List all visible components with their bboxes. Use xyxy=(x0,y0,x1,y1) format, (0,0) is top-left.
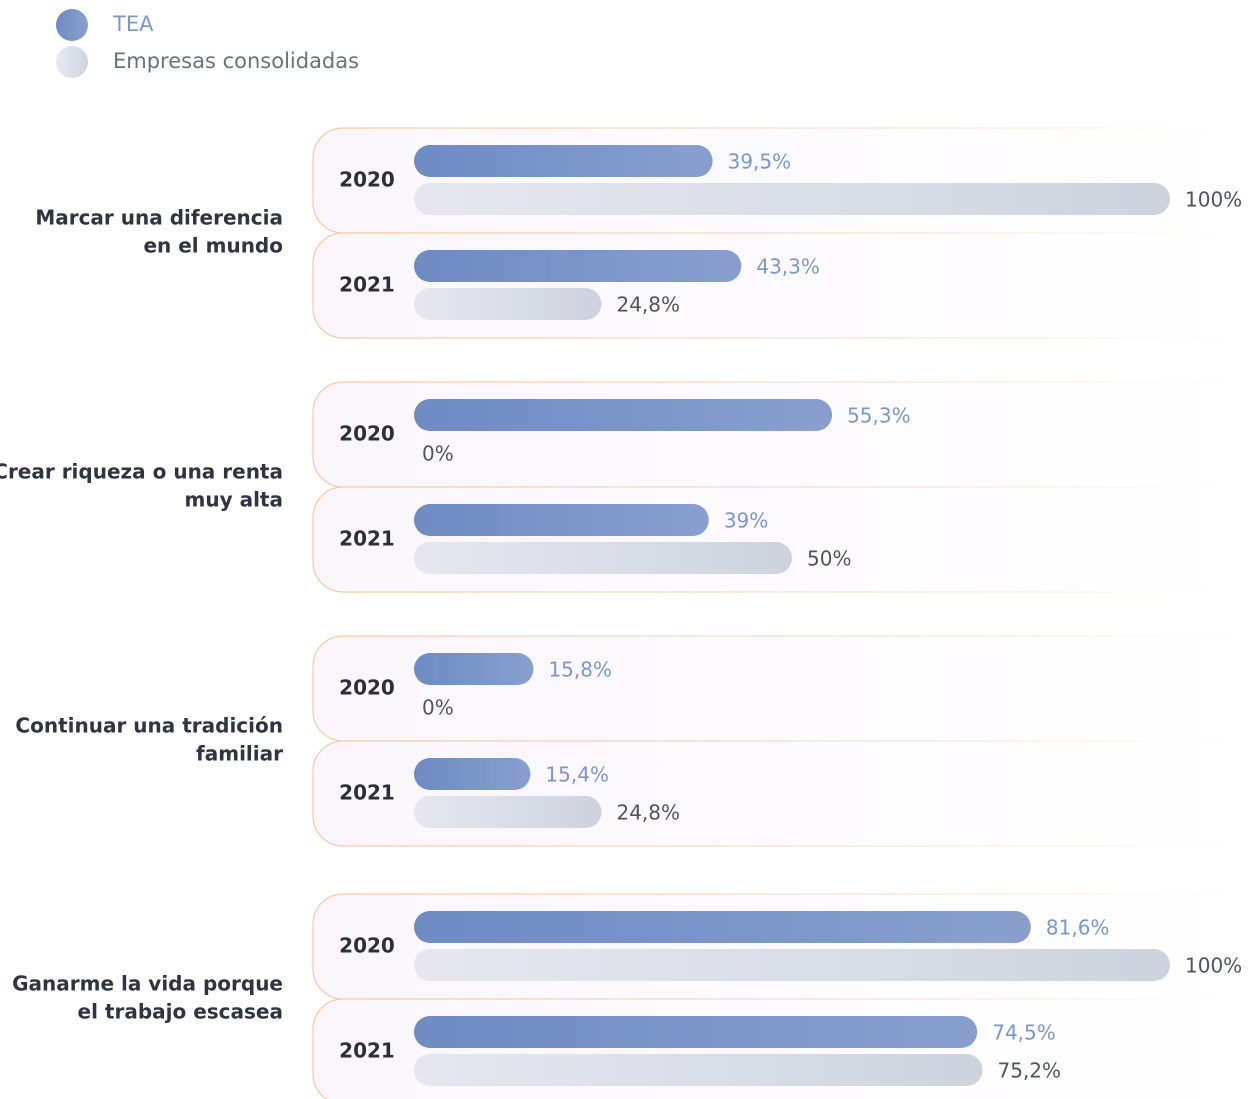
panel xyxy=(312,381,1249,488)
value-label: 39% xyxy=(724,509,768,533)
value-label: 100% xyxy=(1185,188,1242,212)
year-label: 2021 xyxy=(339,781,395,805)
bar xyxy=(414,1054,983,1086)
category-label: Crear riqueza o una renta xyxy=(0,460,283,484)
panel xyxy=(312,232,1249,339)
category-label: Continuar una tradición xyxy=(15,714,283,738)
bar xyxy=(414,542,792,574)
value-label: 24,8% xyxy=(616,801,680,825)
year-label: 2020 xyxy=(339,676,395,700)
value-label: 81,6% xyxy=(1046,916,1110,940)
value-label: 24,8% xyxy=(616,293,680,317)
value-label: 15,8% xyxy=(548,658,612,682)
year-label: 2020 xyxy=(339,422,395,446)
category-label: familiar xyxy=(196,742,283,766)
value-label: 43,3% xyxy=(756,255,820,279)
category-label: en el mundo xyxy=(143,234,283,258)
bar xyxy=(414,758,531,790)
panel xyxy=(312,740,1249,847)
value-label: 0% xyxy=(422,696,454,720)
bar xyxy=(414,183,1170,215)
category-label: el trabajo escasea xyxy=(78,1000,283,1024)
bar xyxy=(414,1016,978,1048)
legend-swatch xyxy=(56,46,88,78)
bar xyxy=(414,288,602,320)
value-label: 100% xyxy=(1185,954,1242,978)
value-label: 55,3% xyxy=(847,404,911,428)
panel xyxy=(312,127,1249,234)
value-label: 15,4% xyxy=(545,763,609,787)
bar xyxy=(414,145,713,177)
legend-label: TEA xyxy=(112,12,154,36)
category-label: muy alta xyxy=(185,488,284,512)
panel xyxy=(312,635,1249,742)
legend-swatch xyxy=(56,9,88,41)
bar xyxy=(414,250,742,282)
year-label: 2021 xyxy=(339,1039,395,1063)
bar xyxy=(414,399,833,431)
year-label: 2020 xyxy=(339,934,395,958)
year-label: 2021 xyxy=(339,527,395,551)
panel xyxy=(312,486,1249,593)
value-label: 39,5% xyxy=(728,150,792,174)
legend-label: Empresas consolidadas xyxy=(113,49,359,73)
panel xyxy=(312,893,1249,1000)
bar xyxy=(414,796,602,828)
bar xyxy=(414,949,1170,981)
bar xyxy=(414,653,534,685)
year-label: 2021 xyxy=(339,273,395,297)
category-label: Ganarme la vida porque xyxy=(12,972,283,996)
year-label: 2020 xyxy=(339,168,395,192)
bar xyxy=(414,911,1031,943)
value-label: 50% xyxy=(807,547,851,571)
value-label: 74,5% xyxy=(992,1021,1056,1045)
category-label: Marcar una diferencia xyxy=(35,206,283,230)
value-label: 75,2% xyxy=(998,1059,1062,1083)
bar xyxy=(414,504,709,536)
value-label: 0% xyxy=(422,442,454,466)
